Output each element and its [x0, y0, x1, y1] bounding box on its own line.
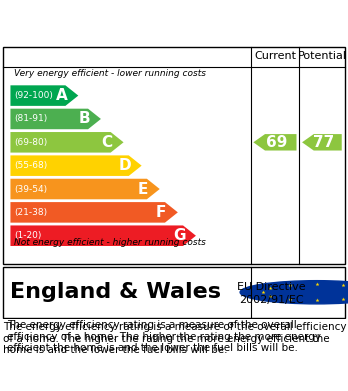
Polygon shape	[10, 109, 101, 129]
Text: 77: 77	[313, 135, 334, 150]
Polygon shape	[10, 155, 142, 176]
Text: (21-38): (21-38)	[14, 208, 47, 217]
Text: (69-80): (69-80)	[14, 138, 47, 147]
Text: England & Wales: England & Wales	[10, 282, 221, 302]
Text: The energy efficiency rating is a measure of the overall efficiency of a home. T: The energy efficiency rating is a measur…	[7, 320, 321, 353]
Text: Potential: Potential	[298, 51, 346, 61]
Text: F: F	[156, 205, 166, 220]
Circle shape	[240, 281, 348, 304]
Text: Very energy efficient - lower running costs: Very energy efficient - lower running co…	[14, 69, 206, 78]
Text: (39-54): (39-54)	[14, 185, 47, 194]
Text: Not energy efficient - higher running costs: Not energy efficient - higher running co…	[14, 238, 206, 247]
Text: 69: 69	[266, 135, 287, 150]
Text: A: A	[56, 88, 68, 103]
Text: (81-91): (81-91)	[14, 115, 47, 124]
Text: (55-68): (55-68)	[14, 161, 47, 170]
Polygon shape	[10, 179, 160, 199]
Polygon shape	[10, 226, 196, 246]
Text: Current: Current	[254, 51, 296, 61]
Text: D: D	[119, 158, 132, 173]
Text: C: C	[101, 135, 112, 150]
Polygon shape	[10, 85, 78, 106]
Polygon shape	[253, 134, 296, 151]
Polygon shape	[302, 134, 342, 151]
Text: G: G	[173, 228, 185, 243]
Polygon shape	[10, 132, 124, 152]
Text: B: B	[79, 111, 90, 126]
Text: (1-20): (1-20)	[14, 231, 41, 240]
Text: E: E	[138, 181, 148, 197]
Text: The energy efficiency rating is a measure of the overall efficiency of a home. T: The energy efficiency rating is a measur…	[3, 322, 347, 355]
Text: (92-100): (92-100)	[14, 91, 53, 100]
Text: 2002/91/EC: 2002/91/EC	[239, 295, 304, 305]
Text: EU Directive: EU Directive	[237, 282, 306, 292]
Text: Energy Efficiency Rating: Energy Efficiency Rating	[10, 13, 258, 32]
Polygon shape	[10, 202, 178, 222]
